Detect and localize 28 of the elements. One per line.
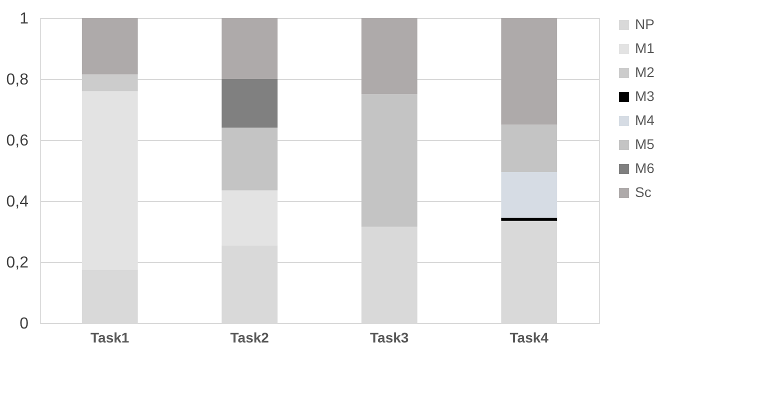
bar <box>222 128 278 190</box>
legend-label: M5 <box>635 136 655 152</box>
bar <box>222 79 278 128</box>
legend-label: NP <box>635 16 654 32</box>
legend-label: M4 <box>635 112 655 128</box>
legend-label: M1 <box>635 40 655 56</box>
y-tick-label: 1 <box>20 10 29 28</box>
legend-label: M3 <box>635 88 655 104</box>
legend-label: Sc <box>635 184 652 200</box>
y-tick-label: 0 <box>20 316 29 332</box>
legend-label: M2 <box>635 64 655 80</box>
bar <box>501 18 558 125</box>
x-tick-label: Task1 <box>90 330 130 346</box>
y-tick-label: 0,4 <box>6 194 29 210</box>
bar <box>222 18 278 79</box>
legend-label: M6 <box>635 160 655 176</box>
y-tick-label: 0,6 <box>6 132 29 150</box>
bar <box>82 18 138 74</box>
x-tick-label: Task3 <box>370 330 409 346</box>
bar <box>361 18 418 94</box>
bar <box>361 94 418 227</box>
x-tick-label: Task4 <box>510 330 549 346</box>
y-tick-label: 0,8 <box>6 72 29 88</box>
bar <box>501 218 558 221</box>
bar <box>501 124 558 172</box>
y-tick-label: 0,2 <box>6 254 29 272</box>
x-tick-label: Task2 <box>230 330 270 346</box>
bar <box>82 74 138 92</box>
